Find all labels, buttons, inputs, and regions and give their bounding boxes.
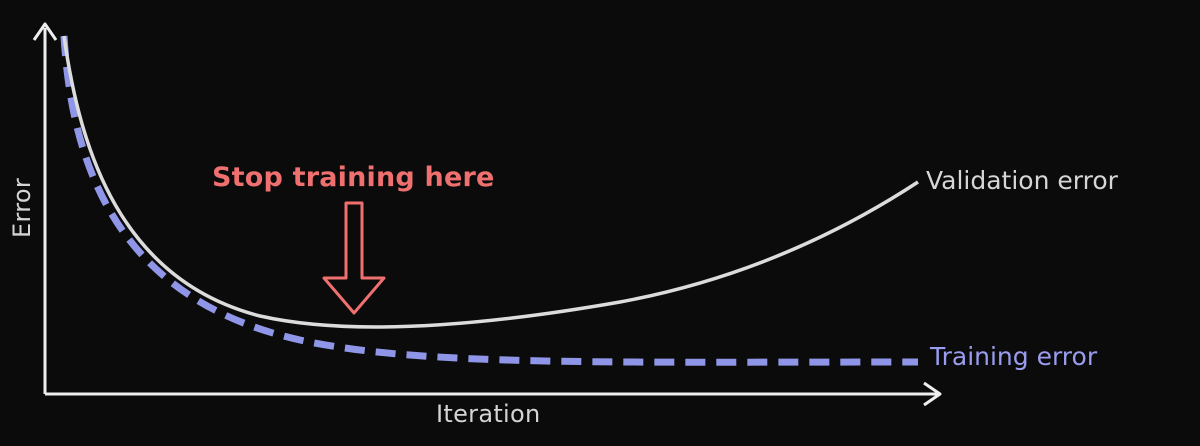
validation-error-label: Validation error: [926, 166, 1118, 195]
x-axis-arrowhead: [923, 381, 942, 407]
stop-arrow-icon: [322, 201, 386, 315]
training-error-curve: [60, 35, 919, 366]
validation-error-curve: [62, 35, 919, 329]
x-axis-label: Iteration: [436, 400, 541, 428]
training-error-label: Training error: [930, 342, 1098, 371]
y-axis-label: Error: [8, 178, 36, 238]
stop-training-annotation: Stop training here: [212, 162, 495, 193]
y-axis-arrowhead: [32, 22, 58, 41]
